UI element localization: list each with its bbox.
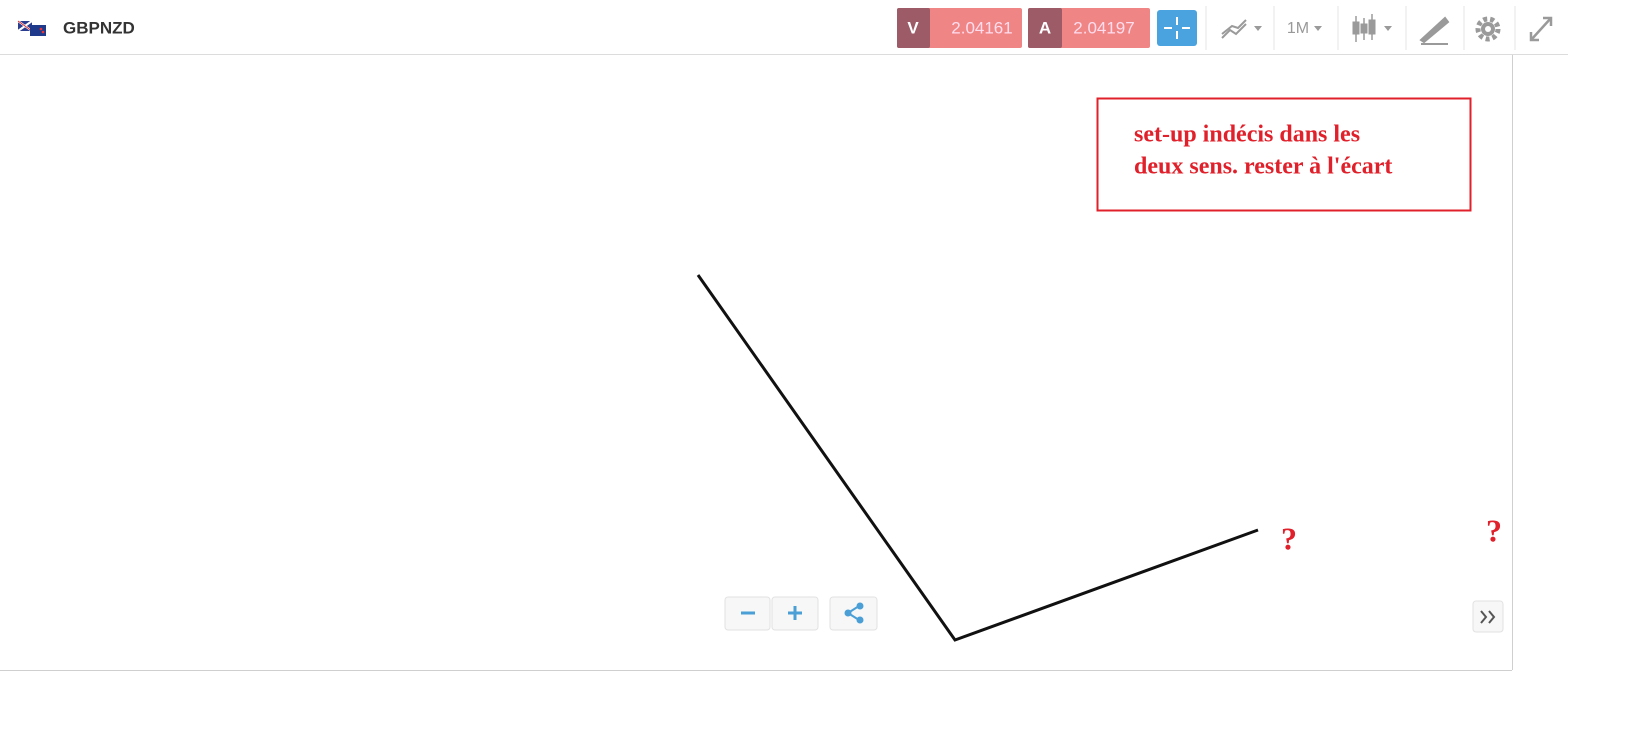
toolbar: GBPNZD V 2.04161 A 2.04197 <box>0 6 1568 55</box>
timeframe-button[interactable]: 1M <box>1287 20 1322 37</box>
toolbar-separators <box>1205 6 1516 50</box>
flag-icon <box>17 20 46 36</box>
symbol: GBPNZD <box>63 18 135 37</box>
timeframe: 1M <box>1287 20 1309 37</box>
scroll-right-button[interactable] <box>1472 600 1504 633</box>
bid-price: 2.04161 <box>951 18 1012 37</box>
trendline <box>696 274 1259 642</box>
ask-label: A <box>1039 18 1051 37</box>
drawn-trendlines <box>696 274 1259 642</box>
question-mark: ? <box>1486 512 1502 548</box>
question-mark: ? <box>1281 520 1297 556</box>
zoom-controls <box>724 596 1504 633</box>
draw-button[interactable] <box>1419 16 1450 45</box>
annotation-text: deux sens. rester à l'écart <box>1134 154 1392 180</box>
ask-price: 2.04197 <box>1073 18 1134 37</box>
annotation: set-up indécis dans les deux sens. reste… <box>1096 97 1502 556</box>
zoom-out-button[interactable] <box>724 596 771 631</box>
chart-type-button[interactable] <box>1352 14 1392 42</box>
bid-label: V <box>907 18 919 37</box>
share-button[interactable] <box>829 596 878 631</box>
settings-button[interactable] <box>1475 16 1501 42</box>
ask-button[interactable]: A 2.04197 <box>1028 8 1150 48</box>
bid-button[interactable]: V 2.04161 <box>897 8 1022 48</box>
zoom-in-button[interactable] <box>771 596 819 631</box>
indicator-button[interactable] <box>1221 19 1262 39</box>
crosshair-button[interactable] <box>1157 10 1197 46</box>
annotation-box <box>1096 97 1472 212</box>
fullscreen-button[interactable] <box>1529 16 1553 42</box>
annotation-text: set-up indécis dans les <box>1134 122 1360 148</box>
